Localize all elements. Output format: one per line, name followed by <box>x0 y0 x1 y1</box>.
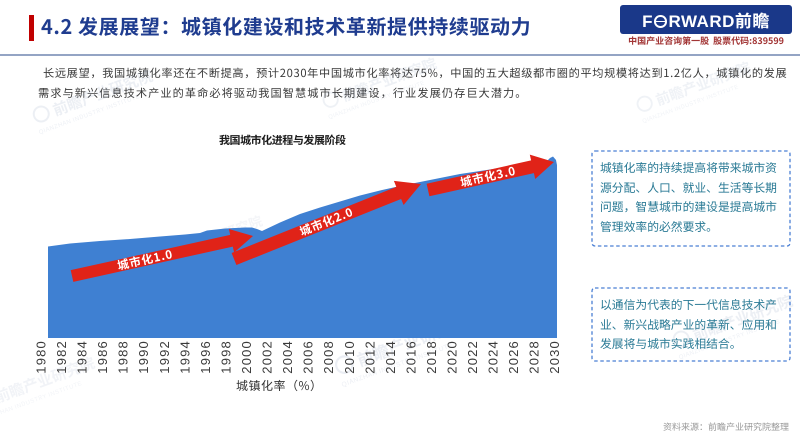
svg-text:2000: 2000 <box>239 340 254 374</box>
svg-text:1992: 1992 <box>157 340 172 374</box>
svg-text:2018: 2018 <box>424 340 439 374</box>
svg-text:2002: 2002 <box>260 340 275 374</box>
svg-text:2020: 2020 <box>445 340 460 374</box>
svg-text:2024: 2024 <box>486 340 501 374</box>
svg-text:2022: 2022 <box>465 340 480 374</box>
svg-text:2028: 2028 <box>527 340 542 374</box>
svg-text:1986: 1986 <box>95 340 110 374</box>
svg-text:2014: 2014 <box>383 340 398 374</box>
svg-text:1982: 1982 <box>54 340 69 374</box>
svg-text:2006: 2006 <box>301 340 316 374</box>
svg-text:2010: 2010 <box>342 340 357 374</box>
svg-text:2026: 2026 <box>506 340 521 374</box>
svg-text:1994: 1994 <box>177 340 192 374</box>
svg-text:2004: 2004 <box>280 340 295 374</box>
svg-text:1998: 1998 <box>219 340 234 374</box>
svg-text:2012: 2012 <box>362 340 377 374</box>
svg-text:1990: 1990 <box>136 340 151 374</box>
svg-text:1980: 1980 <box>34 340 49 374</box>
svg-text:2008: 2008 <box>321 340 336 374</box>
svg-text:1984: 1984 <box>75 340 90 374</box>
svg-text:2030: 2030 <box>547 340 562 374</box>
svg-text:1996: 1996 <box>198 340 213 374</box>
svg-text:2016: 2016 <box>403 340 418 374</box>
svg-text:1988: 1988 <box>116 340 131 374</box>
